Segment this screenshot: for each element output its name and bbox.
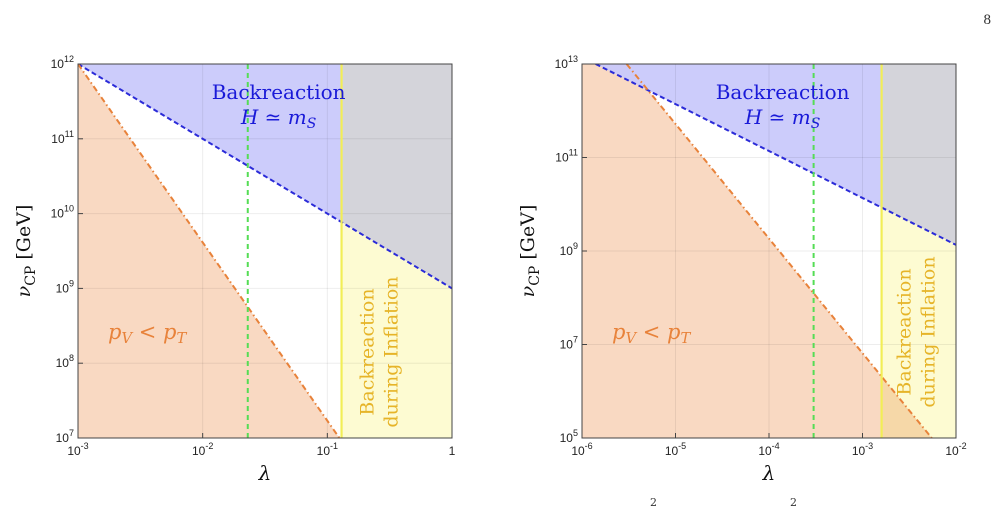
x-tick-label: 10-3 <box>852 441 873 458</box>
backreaction-region <box>595 64 882 208</box>
tensor-region <box>582 64 932 438</box>
y-tick-label: 109 <box>560 241 578 258</box>
x-axis-label: λ <box>258 461 272 485</box>
chart-panel-right: 10-6 10-5 10-4 10-3 10-2 105 107 109 1011 1013 λ νC… <box>517 54 967 485</box>
x-axis-label: λ <box>762 461 776 485</box>
y-axis-label: νCP [GeV] <box>13 205 39 298</box>
tensor-line <box>78 64 341 438</box>
x-tick-label: 10-2 <box>945 441 966 458</box>
tensor-condition-label: pV < pT <box>108 320 187 347</box>
hubble-condition-label: H ≃ mS <box>744 105 820 132</box>
plot-area <box>582 64 956 438</box>
inflation-label-line2: during Inflation <box>918 256 940 407</box>
y-tick-label: 105 <box>560 428 578 445</box>
tensor-condition-label: pV < pT <box>612 320 691 347</box>
hubble-line <box>595 64 956 246</box>
hubble-condition-label: H ≃ mS <box>240 105 316 132</box>
x-tick-label: 1 <box>449 444 456 458</box>
y-tick-label: 108 <box>56 353 74 370</box>
backreaction-label: Backreaction <box>716 80 850 104</box>
y-tick-label: 107 <box>560 335 578 352</box>
y-tick-label: 107 <box>56 428 74 445</box>
inflation-region <box>881 207 956 438</box>
tick-labels: 10-6 10-5 10-4 10-3 10-2 105 107 109 1011 1013 <box>555 54 967 458</box>
overlap-region <box>881 64 956 245</box>
x-tick-label: 10-1 <box>317 441 338 458</box>
x-tick-label: 10-4 <box>758 441 779 458</box>
inflation-label-line1: Backreaction <box>894 268 916 395</box>
x-tick-label: 10-5 <box>665 441 686 458</box>
tick-labels: 10-3 10-2 10-1 1 107 108 109 1010 1011 1012 <box>51 54 456 458</box>
x-tick-label: 10-3 <box>67 441 88 458</box>
series-lines <box>78 64 452 438</box>
y-tick-label: 1010 <box>51 204 74 221</box>
y-tick-label: 1013 <box>555 54 578 71</box>
inflation-label-line1: Backreaction <box>357 288 379 415</box>
x-tick-label: 10-2 <box>192 441 213 458</box>
y-tick-label: 109 <box>56 278 74 295</box>
y-tick-label: 1011 <box>51 129 74 146</box>
inflation-region <box>341 222 452 438</box>
y-tick-label: 1012 <box>51 54 74 71</box>
y-tick-label: 1011 <box>555 148 578 165</box>
x-tick-label: 10-6 <box>571 441 592 458</box>
overlap-region <box>341 64 452 289</box>
inflation-label-line2: during Inflation <box>381 276 403 427</box>
y-axis-label: νCP [GeV] <box>517 205 543 298</box>
series-lines <box>595 64 956 438</box>
hubble-line <box>78 64 452 290</box>
backreaction-label: Backreaction <box>212 80 346 104</box>
plot-frame <box>77 63 453 439</box>
chart-panel-left: 10-3 10-2 10-1 1 107 108 109 1010 1011 1012 λ νCP [… <box>13 54 456 485</box>
page-number: 8 <box>983 12 992 28</box>
